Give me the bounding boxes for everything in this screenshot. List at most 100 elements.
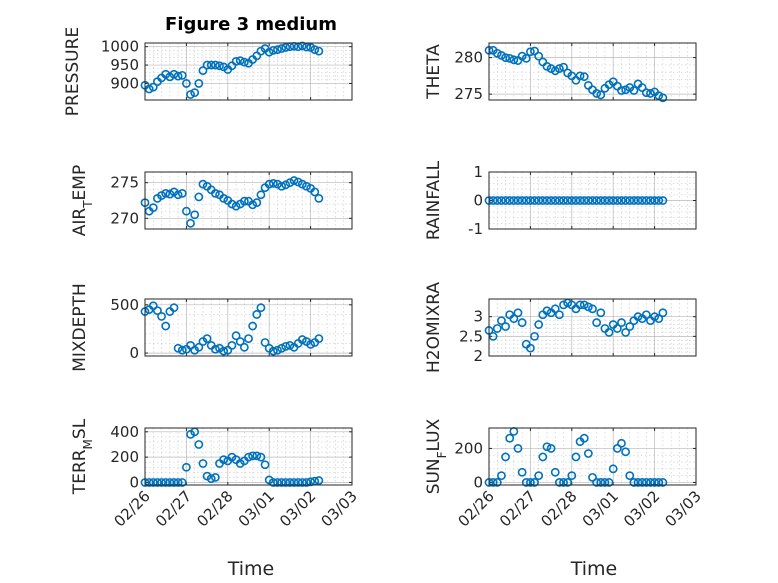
x-tick-label: 03/03 [318,487,361,530]
data-point [306,340,315,349]
data-point [637,478,647,487]
data-point [492,196,502,205]
data-point [592,318,602,327]
data-point [612,196,622,205]
data-point [575,196,585,205]
y-tick-label: 500 [110,296,139,314]
y-tick-label: 0 [129,344,139,362]
data-point [641,310,651,320]
data-point [650,196,659,205]
x-tick-label: 02/26 [455,487,498,530]
data-point [538,57,548,67]
data-point [231,56,241,66]
data-point [252,451,262,461]
data-point [177,345,187,355]
data-point [646,89,655,98]
y-tick-label: -1 [468,220,483,238]
data-point [588,472,597,482]
axes-frame [144,298,353,357]
data-point [641,478,651,487]
data-point [219,346,229,356]
data-point [546,444,556,453]
data-point [530,478,539,487]
data-point [538,196,548,205]
data-point [169,478,179,487]
data-point [293,478,303,487]
data-point [604,196,614,205]
data-point [198,459,208,468]
data-point [297,335,307,344]
data-point [144,478,154,487]
data-point [177,478,187,487]
axes-frame [144,42,353,101]
data-point [289,478,299,487]
data-point [559,300,568,310]
data-point [654,196,664,205]
data-point [559,196,568,205]
data-point [157,478,166,487]
data-point [181,206,191,216]
y-tick-label: 275 [454,85,483,103]
data-point [550,196,560,205]
data-point [579,300,589,310]
data-point [492,324,502,333]
data-point [546,196,556,205]
x-tick-label: 02/27 [496,487,539,530]
data-point [314,334,324,344]
data-point [513,196,523,205]
y-tick-label: 3 [473,308,483,326]
data-point [190,210,200,220]
data-point [206,60,216,70]
y-tick-label: 270 [110,209,139,227]
y-tick-label: 275 [110,174,139,192]
data-point [583,302,593,312]
data-point [604,328,614,337]
data-point [248,321,258,331]
data-point [575,300,585,310]
data-point [297,478,307,487]
data-point [202,334,212,344]
y-tick-label: 0 [473,473,483,491]
x-tick-label: 02/26 [111,487,154,530]
y-axis-label: RAINFALL [424,160,444,240]
axes-frame [488,427,697,486]
data-point [256,452,266,462]
data-point [169,69,179,79]
y-tick-label: 280 [454,49,483,67]
y-tick-label: 400 [110,423,139,441]
data-point [235,337,245,346]
subplot-theta: 275 280 THETA [424,42,697,103]
data-point [637,83,647,92]
data-point [658,308,668,318]
data-point [513,444,523,453]
data-point [612,444,622,453]
data-point [521,196,531,205]
data-point [144,84,154,94]
data-point [571,452,581,462]
data-point [248,451,258,461]
x-axis-label-left: Time [227,558,275,580]
data-point [596,90,606,100]
data-point [198,66,208,75]
data-point [592,196,602,205]
data-point [285,340,295,350]
data-point [497,196,506,205]
figure-title: Figure 3 medium [165,14,337,35]
x-tick-label: 03/03 [662,487,705,530]
data-point [157,311,166,321]
data-point [501,196,510,205]
data-point [161,478,171,487]
data-point [488,331,498,341]
data-point [148,203,158,213]
x-tick-label: 02/28 [193,487,236,530]
data-point [658,93,668,103]
data-point [153,478,162,487]
data-point [604,478,614,487]
data-point [190,88,200,98]
data-point [617,196,626,205]
data-point [526,343,535,353]
data-point [608,196,618,205]
data-point [210,472,220,482]
